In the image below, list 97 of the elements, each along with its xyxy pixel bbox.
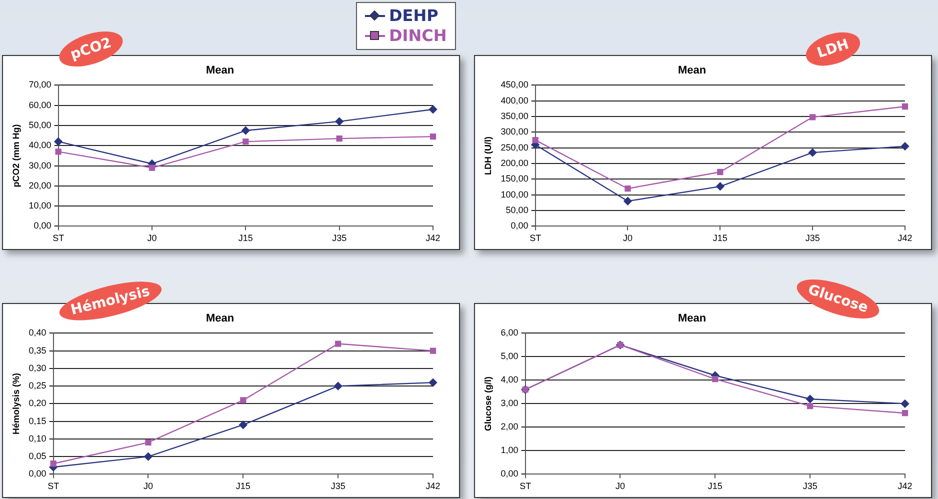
x-tick-label: J15 xyxy=(238,233,253,244)
point xyxy=(716,182,724,191)
y-axis-title: Hémolysis (%) xyxy=(10,372,21,434)
point xyxy=(335,340,342,347)
point xyxy=(900,142,910,150)
y-tick-label: 400,00 xyxy=(500,95,528,106)
point xyxy=(336,136,342,142)
x-tick-label: J42 xyxy=(426,233,440,244)
y-tick-label: 40,00 xyxy=(28,140,52,150)
point xyxy=(806,394,814,404)
y-tick-label: 200,00 xyxy=(500,158,528,168)
y-tick-label: 5,00 xyxy=(500,351,518,362)
y-tick-label: 450,00 xyxy=(500,80,528,90)
y-tick-label: 4,00 xyxy=(500,374,518,385)
y-tick-label: 0,20 xyxy=(28,398,46,408)
y-tick-label: 0,30 xyxy=(28,362,46,373)
point xyxy=(430,348,436,354)
x-tick-label: J42 xyxy=(898,481,912,492)
y-tick-label: 300,00 xyxy=(500,126,528,137)
point xyxy=(54,138,62,146)
x-tick-label: ST xyxy=(520,481,532,492)
point xyxy=(334,382,342,390)
point xyxy=(624,186,631,192)
x-tick-label: J15 xyxy=(236,481,250,492)
point xyxy=(55,148,62,155)
point xyxy=(808,148,817,157)
x-tick-label: J0 xyxy=(622,233,633,244)
y-tick-label: 0,15 xyxy=(28,416,46,426)
y-tick-label: 70,00 xyxy=(28,80,52,90)
point xyxy=(807,402,814,410)
y-tick-label: 60,00 xyxy=(28,100,52,110)
chart-title: LDH xyxy=(802,26,865,72)
y-tick-label: 20,00 xyxy=(28,180,52,190)
x-tick-label: J35 xyxy=(332,233,347,244)
y-tick-label: 0,00 xyxy=(500,468,518,479)
point xyxy=(902,410,908,416)
y-tick-label: 30,00 xyxy=(28,160,52,170)
point xyxy=(428,378,438,387)
y-tick-label: 250,00 xyxy=(500,142,528,152)
y-tick-label: 0,10 xyxy=(28,433,46,444)
x-tick-label: J0 xyxy=(143,481,153,492)
y-tick-label: 0,25 xyxy=(28,380,46,391)
x-tick-label: J35 xyxy=(330,481,346,492)
point xyxy=(145,439,152,446)
x-tick-label: J42 xyxy=(898,233,912,244)
point xyxy=(428,105,438,114)
point xyxy=(430,133,436,140)
point xyxy=(712,376,718,382)
x-tick-label: J15 xyxy=(708,481,722,492)
legend-label: DEHP xyxy=(389,6,438,26)
point xyxy=(50,460,56,467)
y-tick-label: 0,00 xyxy=(34,220,52,231)
y-axis-title: pCO2 (mm Hg) xyxy=(10,124,21,188)
point xyxy=(242,126,250,135)
y-tick-label: 10,00 xyxy=(28,200,52,211)
y-tick-label: 2,00 xyxy=(500,422,518,432)
x-tick-label: J0 xyxy=(615,481,625,492)
y-tick-label: 50,00 xyxy=(28,120,52,130)
y-tick-label: 6,00 xyxy=(500,328,518,338)
chart-subtitle: Mean xyxy=(678,64,706,77)
point xyxy=(624,197,632,206)
chart-subtitle: Mean xyxy=(206,312,234,325)
x-tick-label: J35 xyxy=(805,233,820,244)
y-tick-label: 0,35 xyxy=(28,345,46,356)
y-axis-title: Glucose (g/l) xyxy=(482,376,493,431)
y-tick-label: 150,00 xyxy=(500,174,528,184)
chart-subtitle: Mean xyxy=(206,64,234,77)
point xyxy=(900,400,910,408)
point xyxy=(810,114,816,120)
point xyxy=(335,117,344,126)
x-tick-label: ST xyxy=(530,233,542,244)
y-tick-label: 0,00 xyxy=(28,468,46,479)
legend-label: DINCH xyxy=(389,26,447,46)
point xyxy=(532,136,538,144)
point xyxy=(239,420,248,429)
y-tick-label: 350,00 xyxy=(500,111,528,122)
point xyxy=(902,103,908,110)
y-tick-label: 100,00 xyxy=(500,189,528,200)
y-tick-label: 0,05 xyxy=(28,451,46,462)
point xyxy=(148,164,156,171)
y-tick-label: 3,00 xyxy=(500,398,518,408)
x-tick-label: ST xyxy=(52,233,65,244)
y-axis-title: LDH (U/l) xyxy=(482,136,493,175)
y-tick-label: 0,40 xyxy=(28,328,46,338)
point xyxy=(717,168,724,176)
y-tick-label: 1,00 xyxy=(500,445,518,456)
y-tick-label: 50,00 xyxy=(506,205,528,216)
point xyxy=(242,138,249,145)
chart-subtitle: Mean xyxy=(678,312,706,325)
point xyxy=(144,452,152,461)
x-tick-label: J35 xyxy=(802,481,818,492)
y-tick-label: 0,00 xyxy=(510,220,528,231)
point xyxy=(240,397,246,404)
x-tick-label: ST xyxy=(48,481,60,492)
x-tick-label: J15 xyxy=(712,233,728,244)
x-tick-label: J0 xyxy=(147,233,157,244)
x-tick-label: J42 xyxy=(426,481,440,492)
